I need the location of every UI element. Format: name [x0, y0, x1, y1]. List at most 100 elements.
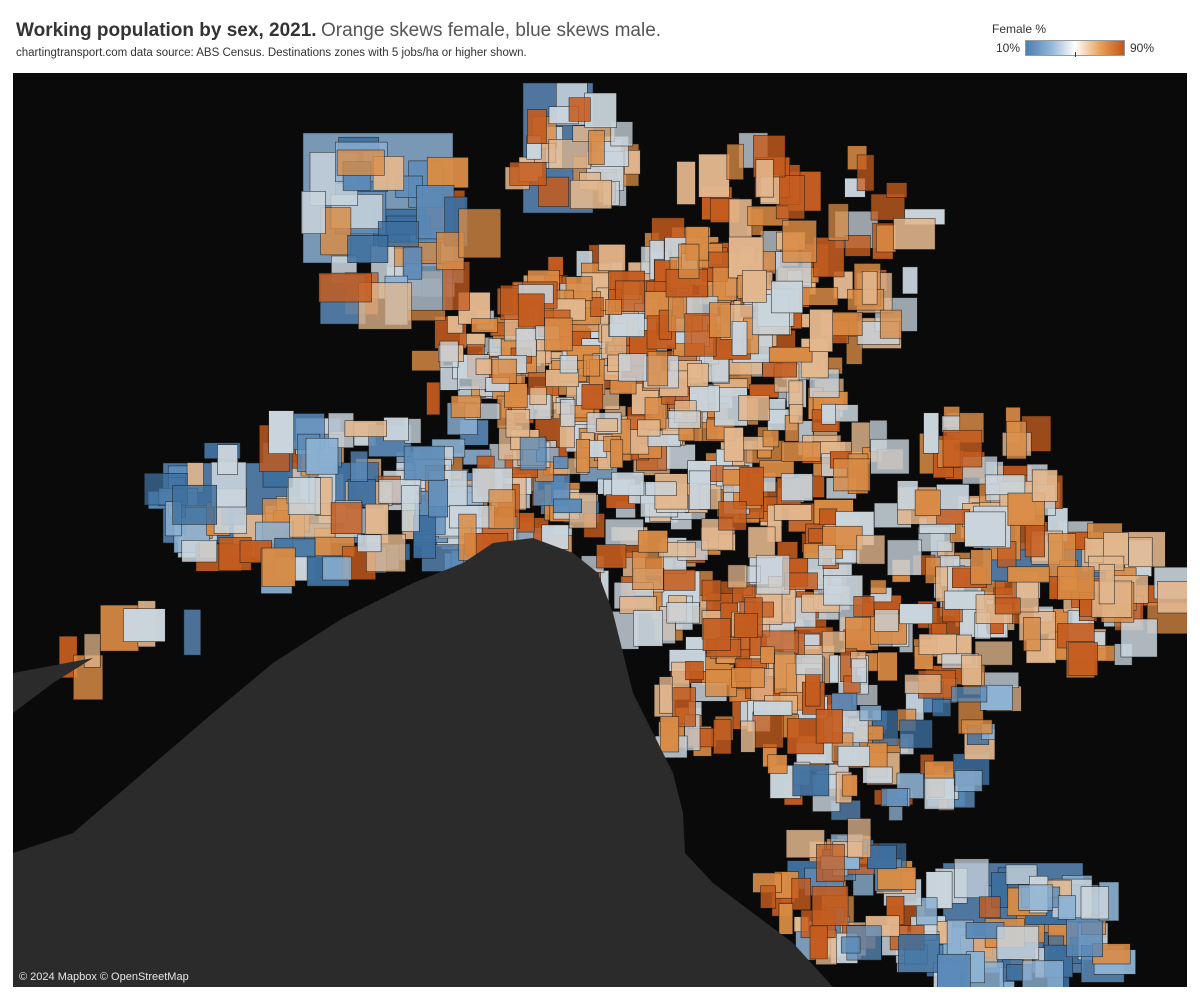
choropleth-map[interactable]: © 2024 Mapbox © OpenStreetMap — [13, 73, 1187, 987]
destination-zone[interactable] — [605, 299, 622, 315]
destination-zone[interactable] — [726, 143, 744, 180]
destination-zone[interactable] — [548, 139, 592, 169]
destination-zone[interactable] — [740, 720, 756, 753]
destination-zone[interactable] — [818, 544, 837, 566]
destination-zone[interactable] — [1023, 617, 1041, 652]
destination-zone[interactable] — [789, 404, 804, 424]
destination-zone[interactable] — [609, 313, 645, 337]
destination-zone[interactable] — [1157, 581, 1187, 614]
destination-zone[interactable] — [809, 925, 828, 960]
destination-zone[interactable] — [515, 328, 537, 357]
destination-zone[interactable] — [937, 953, 971, 987]
destination-zone[interactable] — [870, 193, 905, 221]
destination-zone[interactable] — [698, 153, 730, 198]
destination-zone[interactable] — [1057, 566, 1095, 600]
destination-zone[interactable] — [268, 410, 294, 454]
destination-zone[interactable] — [961, 719, 993, 735]
destination-zone[interactable] — [742, 270, 767, 303]
destination-zone[interactable] — [841, 936, 861, 954]
destination-zone[interactable] — [330, 502, 363, 534]
destination-zone[interactable] — [739, 466, 764, 506]
destination-zone[interactable] — [709, 302, 731, 338]
destination-zone[interactable] — [666, 602, 700, 624]
destination-zone[interactable] — [357, 534, 382, 553]
destination-zone[interactable] — [723, 427, 744, 462]
destination-zone[interactable] — [771, 280, 803, 314]
destination-zone[interactable] — [809, 309, 833, 352]
destination-zone[interactable] — [505, 409, 531, 438]
destination-zone[interactable] — [877, 867, 917, 890]
destination-zone[interactable] — [924, 760, 954, 779]
destination-zone[interactable] — [529, 386, 547, 405]
destination-zone[interactable] — [923, 412, 939, 454]
destination-zone[interactable] — [553, 456, 569, 469]
destination-zone[interactable] — [581, 384, 604, 410]
destination-zone[interactable] — [509, 162, 547, 186]
destination-zone[interactable] — [856, 154, 875, 192]
destination-zone[interactable] — [874, 609, 899, 632]
destination-zone[interactable] — [767, 754, 788, 774]
destination-zone[interactable] — [760, 646, 775, 664]
destination-zone[interactable] — [731, 667, 765, 688]
destination-zone[interactable] — [844, 235, 871, 257]
destination-zone[interactable] — [439, 340, 459, 368]
destination-zone[interactable] — [782, 220, 817, 263]
destination-zone[interactable] — [347, 235, 389, 263]
destination-zone[interactable] — [596, 544, 627, 569]
destination-zone[interactable] — [731, 321, 748, 356]
destination-zone[interactable] — [899, 603, 933, 625]
destination-zone[interactable] — [350, 450, 368, 482]
destination-zone[interactable] — [762, 429, 780, 448]
destination-zone[interactable] — [336, 149, 385, 176]
destination-zone[interactable] — [768, 346, 813, 363]
destination-zone[interactable] — [301, 191, 326, 234]
destination-zone[interactable] — [637, 530, 668, 553]
destination-zone[interactable] — [897, 934, 940, 973]
destination-zone[interactable] — [755, 554, 791, 595]
destination-zone[interactable] — [795, 654, 823, 675]
destination-zone[interactable] — [1006, 420, 1027, 460]
destination-zone[interactable] — [821, 631, 846, 654]
destination-zone[interactable] — [861, 271, 878, 305]
destination-zone[interactable] — [924, 774, 955, 810]
destination-zone[interactable] — [458, 513, 477, 561]
destination-zone[interactable] — [851, 658, 867, 683]
destination-zone[interactable] — [183, 609, 201, 656]
destination-zone[interactable] — [559, 355, 578, 374]
destination-zone[interactable] — [792, 764, 830, 797]
destination-zone[interactable] — [261, 547, 296, 587]
destination-zone[interactable] — [488, 489, 516, 529]
destination-zone[interactable] — [519, 436, 547, 471]
destination-zone[interactable] — [647, 351, 669, 387]
destination-zone[interactable] — [979, 896, 1001, 919]
destination-zone[interactable] — [402, 246, 423, 280]
destination-zone[interactable] — [994, 597, 1021, 615]
destination-zone[interactable] — [568, 97, 591, 122]
destination-zone[interactable] — [702, 618, 731, 651]
destination-zone[interactable] — [544, 317, 573, 352]
destination-zone[interactable] — [637, 419, 661, 437]
destination-zone[interactable] — [596, 418, 618, 432]
destination-zone[interactable] — [733, 613, 759, 639]
destination-zone[interactable] — [504, 383, 528, 409]
destination-zone[interactable] — [1080, 886, 1109, 920]
destination-zone[interactable] — [893, 218, 936, 250]
destination-zone[interactable] — [853, 596, 875, 617]
destination-zone[interactable] — [123, 608, 166, 642]
destination-zone[interactable] — [811, 886, 849, 926]
destination-zone[interactable] — [1022, 960, 1064, 987]
destination-zone[interactable] — [217, 444, 238, 475]
destination-zone[interactable] — [553, 498, 582, 514]
destination-zone[interactable] — [877, 651, 898, 682]
destination-zone[interactable] — [778, 903, 794, 935]
destination-zone[interactable] — [813, 237, 845, 278]
destination-zone[interactable] — [618, 353, 648, 382]
destination-zone[interactable] — [344, 420, 387, 437]
destination-zone[interactable] — [970, 549, 992, 585]
destination-zone[interactable] — [383, 417, 409, 442]
destination-zone[interactable] — [984, 474, 1026, 496]
destination-zone[interactable] — [951, 686, 988, 703]
destination-zone[interactable] — [1128, 537, 1153, 568]
destination-zone[interactable] — [688, 470, 711, 510]
destination-zone[interactable] — [753, 700, 793, 716]
